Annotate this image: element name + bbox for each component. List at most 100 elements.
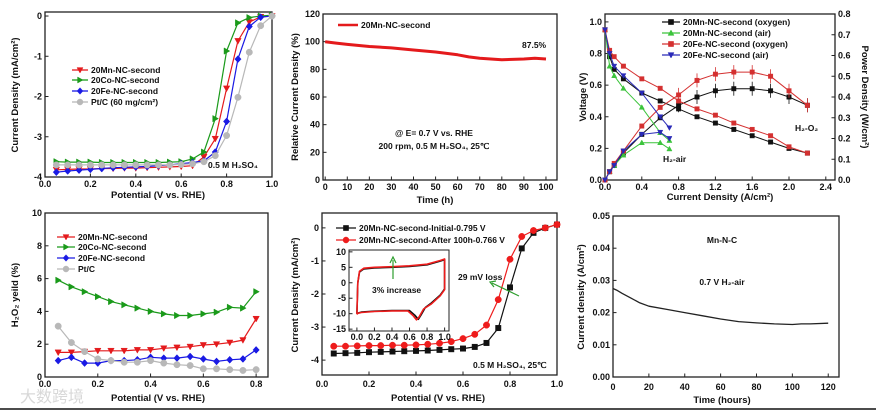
inset-cv-chart: 0.0 0.2 0.4 0.6 0.8 1.0 -15 -10 -5 0 5 10	[333, 247, 451, 342]
data-point	[133, 358, 141, 366]
annotation: 0.5 M H₂SO₄, 25℃	[473, 360, 547, 370]
legend-item: 20Co-NC-second	[57, 242, 146, 252]
data-point	[768, 88, 774, 94]
data-point	[121, 161, 128, 169]
legend-label: 20Mn-NC-second	[91, 65, 160, 75]
data-point	[147, 357, 155, 365]
legend-label: Pt/C (60 mg/cm²)	[91, 97, 158, 107]
data-point	[749, 69, 755, 75]
legend-label: 20Mn-NC-second (oxygen)	[683, 17, 790, 27]
data-point	[436, 346, 443, 353]
data-point	[342, 236, 350, 244]
data-point	[253, 288, 260, 296]
loss-arrow-icon	[488, 280, 520, 297]
data-point	[694, 77, 700, 83]
data-point	[177, 161, 185, 168]
data-point	[667, 52, 675, 59]
y-tick-label: 20	[310, 147, 320, 157]
data-point	[657, 85, 663, 91]
annotation: 3% increase	[372, 285, 421, 295]
data-point	[768, 133, 774, 139]
legend-item: Pt/C (60 mg/cm²)	[72, 97, 158, 107]
fuel-cell-durability-chart: 0 20 40 60 80 100 120 0.00 0.01 0.02 0.03 0.04 0.05 T…	[576, 211, 840, 406]
y-tick-label: 0	[341, 278, 346, 288]
y-tick-label: 5	[341, 262, 346, 272]
data-point	[712, 71, 718, 77]
x-tick-label: 90	[519, 182, 529, 192]
y2-tick-label: 0.4	[838, 92, 851, 102]
data-point	[495, 325, 502, 332]
y-tick-label: 0	[314, 223, 319, 233]
legend-item: 20Mn-NC-second-Initial-0.795 V	[336, 223, 486, 233]
plot-frame	[44, 212, 269, 378]
x-axis-label: Time (hours)	[693, 395, 750, 406]
data-point	[245, 48, 253, 56]
series-line	[58, 318, 257, 353]
data-point	[174, 311, 181, 320]
data-point	[199, 365, 207, 373]
data-point	[199, 342, 207, 349]
y-tick-label: 0.0	[589, 175, 602, 185]
data-point	[54, 322, 62, 330]
legend-item: 20Mn-NC-second	[57, 232, 147, 242]
data-point	[173, 344, 181, 352]
x-tick-label: 2.0	[783, 182, 796, 192]
data-point	[201, 148, 208, 156]
data-point	[55, 276, 62, 284]
data-point	[459, 335, 467, 343]
y-tick-label: 0.4	[589, 112, 602, 122]
data-point	[240, 304, 247, 312]
y-tick-label: 100	[305, 37, 320, 47]
data-point	[448, 346, 455, 353]
data-point	[749, 133, 755, 139]
x-tick-label: 0	[610, 382, 615, 392]
y-tick-label: 0.00	[592, 372, 610, 382]
data-point	[666, 145, 673, 152]
data-point	[389, 341, 396, 349]
data-point	[342, 342, 349, 350]
data-point	[81, 359, 89, 367]
legend-item: 20Mn-NC-second-After 100h-0.766 V	[336, 235, 505, 245]
watermark-logo: 大数跨境	[20, 387, 84, 406]
data-point	[731, 69, 737, 75]
y-tick-label: 0	[315, 175, 320, 185]
series-line	[612, 287, 829, 326]
legend-label: Pt/C	[78, 264, 95, 274]
data-point	[134, 304, 142, 312]
x-tick-label: 100	[785, 382, 800, 392]
series-line	[58, 349, 257, 364]
y-tick-label: 0.6	[589, 80, 602, 90]
y2-tick-label: 0.1	[838, 154, 851, 164]
data-point	[611, 72, 618, 78]
data-point	[54, 356, 62, 365]
data-point	[620, 151, 627, 158]
data-point	[668, 19, 674, 25]
data-point	[160, 345, 168, 353]
x-tick-label: 0.4	[410, 379, 423, 389]
x-tick-label: 0.8	[250, 379, 263, 389]
x-tick-label: 30	[386, 182, 396, 192]
x-tick-label: 0.2	[368, 332, 381, 342]
data-point	[75, 166, 83, 175]
data-point	[211, 135, 219, 143]
legend-label: 20Mn-NC-second	[78, 232, 147, 242]
data-point	[424, 347, 431, 354]
data-point	[343, 225, 349, 231]
data-point	[246, 14, 254, 22]
data-point	[731, 126, 737, 132]
data-point	[120, 347, 128, 355]
data-point	[620, 63, 626, 69]
y-tick-label: -2	[34, 92, 42, 102]
x-tick-label: 0.0	[39, 379, 52, 389]
x-tick-label: 0.6	[457, 379, 470, 389]
data-point	[200, 310, 208, 318]
annotation: 0.5 M H₂SO₄	[208, 160, 258, 170]
data-point	[67, 339, 75, 347]
x-tick-label: 0.4	[130, 179, 143, 189]
data-point	[173, 361, 181, 369]
data-point	[199, 355, 207, 363]
data-point	[638, 139, 645, 145]
data-point	[460, 345, 466, 352]
data-point	[786, 144, 792, 150]
